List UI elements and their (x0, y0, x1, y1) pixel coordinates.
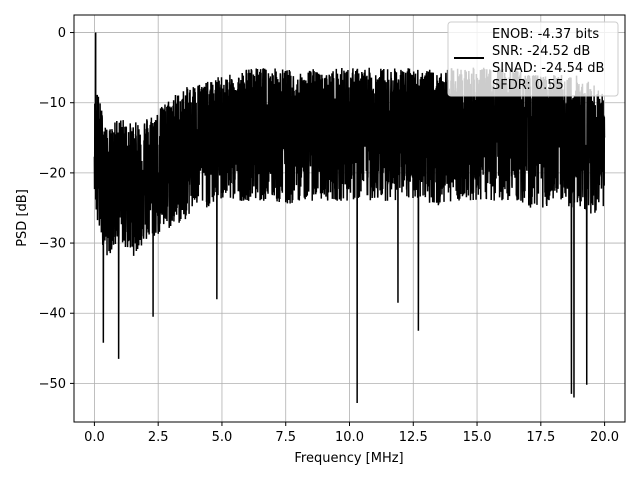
y-tick-label: −30 (39, 237, 66, 252)
x-tick-label: 15.0 (463, 430, 492, 445)
legend-line-snr: SNR: -24.52 dB (492, 44, 590, 59)
legend-line-enob: ENOB: -4.37 bits (492, 27, 599, 42)
psd-trace (93, 32, 606, 404)
x-axis-label: Frequency [MHz] (294, 451, 403, 466)
x-tick-label: 10.0 (335, 430, 364, 445)
legend-line-sfdr: SFDR: 0.55 (492, 78, 564, 93)
y-tick-label: 0 (58, 26, 66, 41)
y-axis-label: PSD [dB] (15, 189, 30, 247)
x-tick-label: 12.5 (399, 430, 428, 445)
y-tick-label: −50 (39, 377, 66, 392)
x-tick-label: 2.5 (148, 430, 169, 445)
legend-line-sinad: SINAD: -24.54 dB (492, 61, 604, 76)
y-axis-ticks: 0 −10 −20 −30 −40 −50 (39, 26, 74, 392)
x-tick-label: 0.0 (84, 430, 105, 445)
x-tick-label: 20.0 (590, 430, 619, 445)
y-tick-label: −10 (39, 96, 66, 111)
x-axis-ticks: 0.0 2.5 5.0 7.5 10.0 12.5 15.0 17.5 20.0 (84, 422, 619, 445)
series-psd-line (93, 32, 606, 404)
x-tick-label: 5.0 (212, 430, 233, 445)
legend-box (447, 21, 619, 97)
legend: ENOB: -4.37 bits SNR: -24.52 dB SINAD: -… (447, 21, 619, 97)
x-tick-label: 17.5 (526, 430, 555, 445)
y-tick-label: −40 (39, 307, 66, 322)
y-tick-label: −20 (39, 166, 66, 181)
x-tick-label: 7.5 (275, 430, 296, 445)
